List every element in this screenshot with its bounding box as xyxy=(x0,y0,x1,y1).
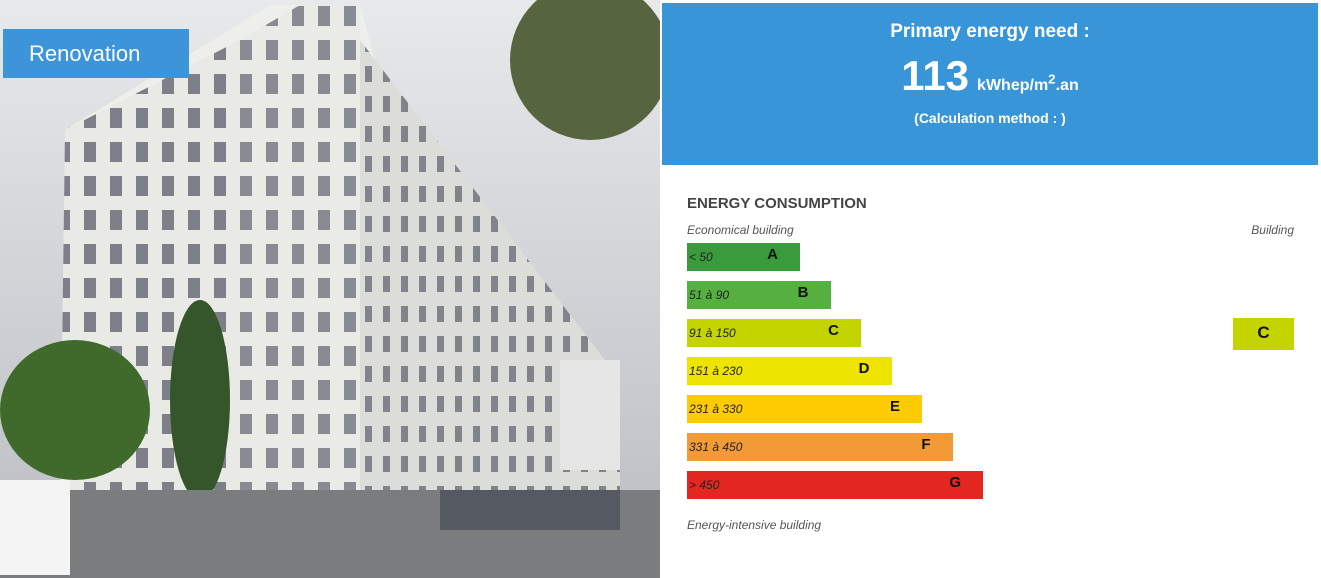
class-bar: 151 à 230 D xyxy=(687,357,892,385)
class-bar: < 50 A xyxy=(687,243,800,271)
class-range: > 450 xyxy=(689,478,719,492)
class-letter: B xyxy=(798,284,809,301)
right-caption: Building xyxy=(1251,223,1294,237)
class-bar: 91 à 150 C xyxy=(687,319,861,347)
section-title: ENERGY CONSUMPTION xyxy=(687,195,867,212)
class-range: < 50 xyxy=(689,250,713,264)
class-letter: E xyxy=(890,398,900,415)
left-caption: Economical building xyxy=(687,223,794,237)
class-letter: A xyxy=(767,246,778,263)
class-letter: F xyxy=(921,436,930,453)
class-range: 231 à 330 xyxy=(689,402,742,416)
class-range: 331 à 450 xyxy=(689,440,742,454)
class-bar: 51 à 90 B xyxy=(687,281,831,309)
unit-end: .an xyxy=(1056,77,1079,94)
energy-value: 113 kWhep/m2.an xyxy=(662,52,1318,100)
energy-header: Primary energy need : 113 kWhep/m2.an (Ca… xyxy=(662,3,1318,165)
class-letter: C xyxy=(828,322,839,339)
class-bar: 231 à 330 E xyxy=(687,395,922,423)
class-range: 51 à 90 xyxy=(689,288,729,302)
class-range: 151 à 230 xyxy=(689,364,742,378)
class-bar: 331 à 450 F xyxy=(687,433,953,461)
value-number: 113 xyxy=(901,52,969,99)
value-unit: kWhep/m2.an xyxy=(977,77,1079,94)
class-bar: > 450 G xyxy=(687,471,983,499)
bottom-caption: Energy-intensive building xyxy=(687,518,821,532)
current-class: C xyxy=(1233,318,1294,350)
page: Renovation Primary energy need : 113 kWhe… xyxy=(0,0,1321,578)
header-title: Primary energy need : xyxy=(662,3,1318,43)
calculation-method: (Calculation method : ) xyxy=(662,110,1318,126)
class-range: 91 à 150 xyxy=(689,326,736,340)
unit-main: kWhep/m xyxy=(977,77,1048,94)
class-letter: D xyxy=(859,360,870,377)
unit-sup: 2 xyxy=(1048,72,1055,87)
class-letter: G xyxy=(949,474,961,491)
energy-panel: Primary energy need : 113 kWhep/m2.an (Ca… xyxy=(662,3,1318,575)
building-photo xyxy=(0,0,660,578)
renovation-badge: Renovation xyxy=(3,29,189,78)
